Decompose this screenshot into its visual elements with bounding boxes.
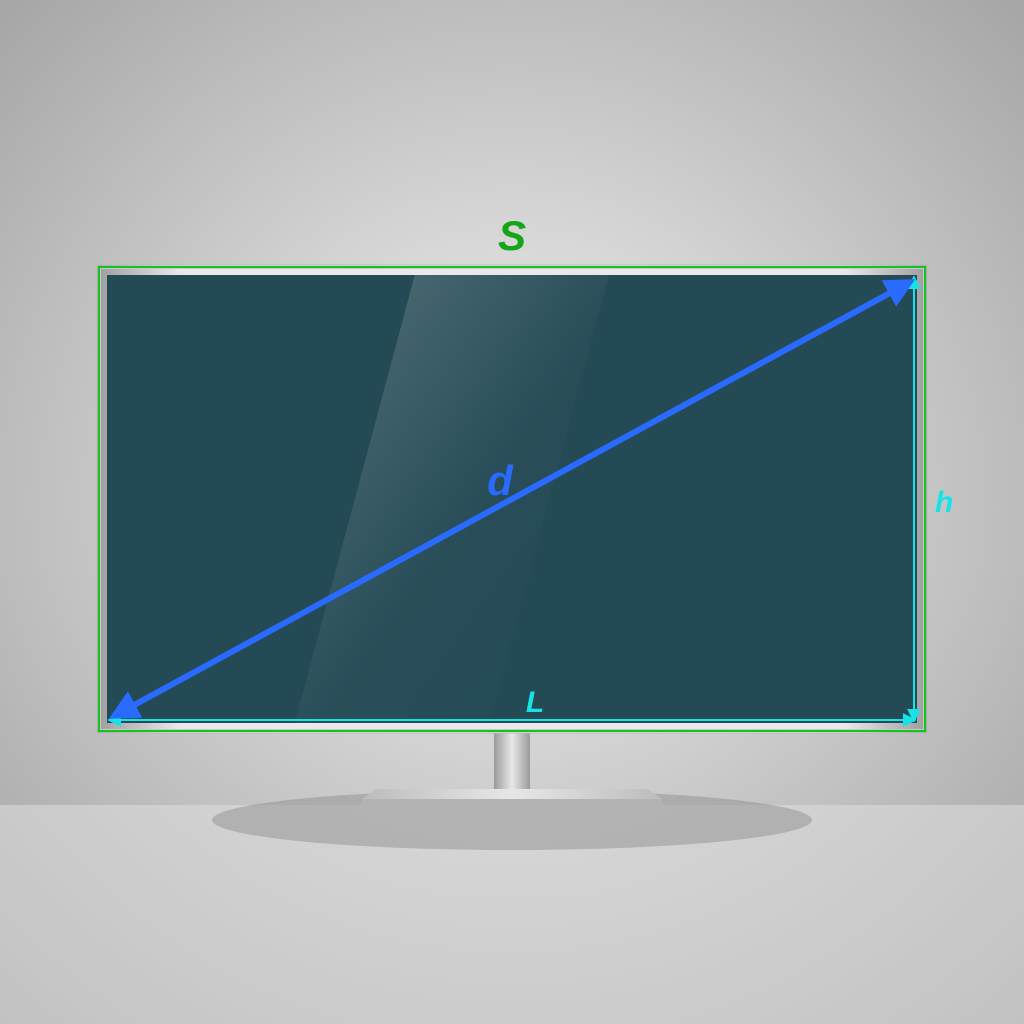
label-area-S: S xyxy=(498,212,526,259)
stand-base-side xyxy=(362,798,662,810)
diagram-stage: S d L h xyxy=(0,0,1024,1024)
label-height-h: h xyxy=(935,486,953,519)
stand-base-top xyxy=(362,789,662,799)
label-diagonal-d: d xyxy=(487,457,514,504)
label-width-L: L xyxy=(526,686,544,719)
stand-neck xyxy=(494,733,530,789)
diagram-svg: S d L h xyxy=(0,0,1024,1024)
